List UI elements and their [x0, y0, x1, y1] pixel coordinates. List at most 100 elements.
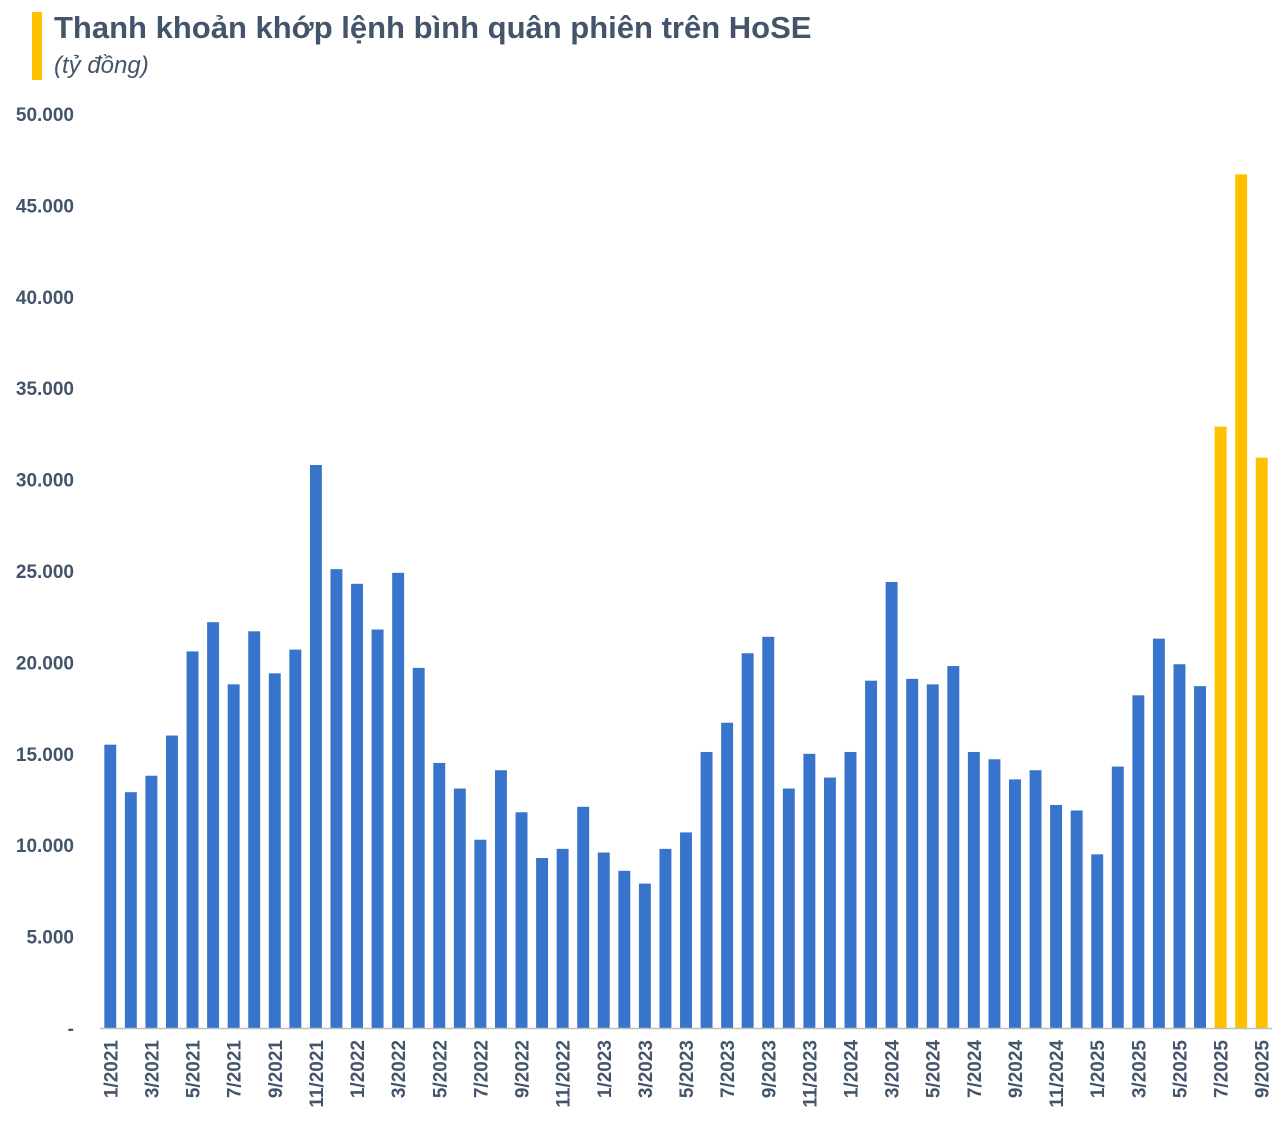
x-tick-label: 7/2024	[965, 1040, 986, 1099]
bar-7-2022	[474, 839, 487, 1028]
x-tick-label: 11/2023	[800, 1040, 821, 1108]
bar-5-2021	[186, 651, 199, 1028]
bar-6-2022	[453, 788, 466, 1028]
x-tick-label: 5/2023	[677, 1040, 698, 1098]
bar-3-2025	[1132, 695, 1145, 1028]
bar-3-2022	[392, 572, 405, 1028]
bar-8-2021	[248, 631, 261, 1028]
y-tick-label: -	[68, 1019, 74, 1040]
bar-9-2022	[515, 812, 528, 1028]
bar-6-2023	[700, 751, 713, 1028]
chart-title: Thanh khoản khớp lệnh bình quân phiên tr…	[54, 10, 812, 45]
bar-3-2024	[885, 581, 898, 1028]
bar-8-2024	[988, 759, 1001, 1028]
bar-11-2024	[1050, 804, 1063, 1028]
bar-2-2024	[865, 680, 878, 1028]
x-tick-label: 9/2024	[1006, 1040, 1027, 1099]
x-tick-label: 7/2023	[718, 1040, 739, 1098]
bar-2-2022	[371, 629, 384, 1028]
y-tick-label: 40.000	[16, 288, 74, 309]
bar-7-2024	[967, 751, 980, 1028]
bar-2-2025	[1111, 766, 1124, 1028]
bar-11-2022	[556, 848, 569, 1028]
x-tick-label: 9/2022	[513, 1040, 534, 1098]
bar-3-2021	[145, 775, 158, 1028]
x-tick-label: 3/2024	[883, 1040, 904, 1099]
y-axis: - 5.000 10.000 15.000 20.000 25.000 30.000 35.0…	[16, 105, 74, 1040]
x-tick-label: 3/2023	[636, 1040, 657, 1098]
x-tick-label: 1/2021	[101, 1040, 122, 1099]
bar-4-2024	[906, 678, 919, 1028]
x-tick-label: 11/2024	[1047, 1040, 1068, 1108]
x-tick-label: 3/2021	[142, 1040, 163, 1099]
bar-6-2021	[207, 622, 220, 1028]
bar-5-2024	[926, 684, 939, 1028]
bar-6-2024	[947, 666, 960, 1028]
x-tick-label: 9/2023	[759, 1040, 780, 1098]
bar-4-2022	[412, 667, 425, 1028]
bar-8-2022	[494, 770, 507, 1028]
x-tick-label: 5/2024	[924, 1040, 945, 1099]
x-tick-label: 5/2025	[1170, 1040, 1191, 1099]
bar-1-2022	[351, 583, 363, 1028]
x-tick-label: 9/2025	[1253, 1040, 1274, 1099]
x-tick-label: 3/2022	[389, 1040, 410, 1098]
bar-10-2024	[1029, 770, 1042, 1028]
y-tick-label: 45.000	[16, 196, 74, 217]
bar-3-2023	[638, 883, 651, 1028]
bar-1-2021	[104, 744, 117, 1028]
bar-7-2023	[721, 722, 734, 1028]
bar-2-2023	[618, 870, 631, 1028]
bar-10-2022	[536, 858, 549, 1028]
y-tick-label: 15.000	[16, 745, 74, 766]
x-tick-label: 1/2024	[841, 1040, 862, 1099]
bar-4-2021	[166, 735, 178, 1028]
bar-8-2023	[741, 653, 754, 1028]
x-tick-label: 9/2021	[266, 1040, 287, 1099]
bar-11-2021	[309, 464, 322, 1029]
bar-9-2023	[762, 636, 775, 1028]
title-accent-bar	[32, 12, 42, 80]
x-axis: 1/2021 3/2021 5/2021 7/2021 9/2021 11/2021 1/2…	[101, 1040, 1273, 1108]
bar-9-2021	[268, 673, 281, 1028]
x-tick-label: 1/2023	[595, 1040, 616, 1098]
bar-4-2023	[659, 848, 672, 1028]
y-tick-label: 10.000	[16, 836, 74, 857]
bar-12-2024	[1070, 810, 1083, 1028]
bar-1-2025	[1091, 854, 1104, 1028]
x-tick-label: 1/2025	[1088, 1040, 1109, 1099]
bar-1-2023	[597, 852, 610, 1028]
bar-12-2022	[577, 806, 590, 1028]
y-tick-label: 20.000	[16, 653, 74, 674]
bar-5-2025	[1173, 664, 1186, 1028]
x-tick-label: 5/2021	[184, 1040, 205, 1099]
bar-12-2023	[823, 777, 836, 1028]
bar-8-2025	[1235, 174, 1248, 1028]
chart-subtitle: (tỷ đồng)	[54, 52, 149, 79]
bar-9-2024	[1009, 779, 1021, 1028]
bar-10-2021	[289, 649, 302, 1028]
x-tick-label: 11/2021	[307, 1040, 328, 1108]
x-tick-label: 5/2022	[430, 1040, 451, 1098]
bar-7-2025	[1214, 426, 1227, 1029]
x-tick-label: 7/2021	[225, 1040, 246, 1099]
bar-1-2024	[844, 751, 857, 1028]
y-tick-label: 30.000	[16, 471, 74, 492]
y-tick-label: 50.000	[16, 105, 74, 126]
x-tick-label: 1/2022	[348, 1040, 369, 1098]
bar-5-2023	[680, 832, 692, 1028]
bar-5-2022	[433, 762, 446, 1028]
x-tick-label: 11/2022	[554, 1040, 575, 1108]
x-tick-label: 7/2022	[471, 1040, 492, 1098]
bar-6-2025	[1194, 686, 1206, 1028]
bar-2-2021	[124, 792, 137, 1028]
bar-4-2025	[1152, 638, 1165, 1028]
bar-7-2021	[227, 684, 240, 1028]
bar-10-2023	[782, 788, 795, 1028]
y-tick-label: 5.000	[26, 928, 74, 949]
x-tick-label: 3/2025	[1129, 1040, 1150, 1099]
bar-9-2025	[1255, 457, 1268, 1028]
x-tick-label: 7/2025	[1212, 1040, 1233, 1099]
y-tick-label: 25.000	[16, 562, 74, 583]
